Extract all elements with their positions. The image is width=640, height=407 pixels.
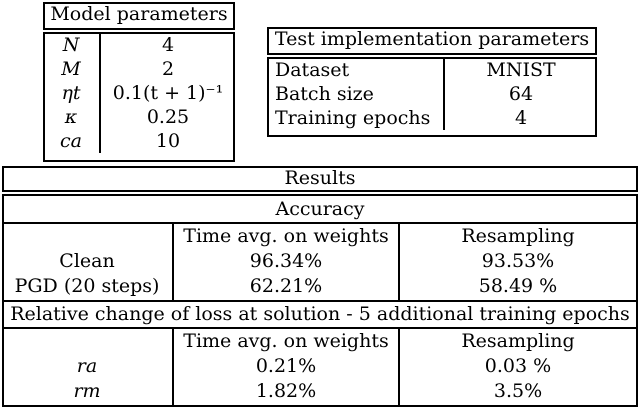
loss-row-label: rm <box>73 380 101 402</box>
test-param-value: MNIST <box>486 59 556 81</box>
param-value: 4 <box>161 34 175 56</box>
loss-col-header-resampling: Resampling <box>461 330 575 352</box>
test-param-value: 4 <box>514 107 528 129</box>
loss-col-header-time-avg: Time avg. on weights <box>183 330 389 352</box>
loss-title: Relative change of loss at solution - 5 … <box>10 303 630 325</box>
accuracy-cell: 62.21% <box>249 275 323 297</box>
param-value: 10 <box>155 130 181 152</box>
model-param-row: ηt 0.1(t + 1)⁻¹ <box>43 81 235 105</box>
accuracy-col-header-resampling: Resampling <box>461 225 575 247</box>
test-param-row: Batch size 64 <box>267 82 597 106</box>
param-symbol: M <box>43 57 101 81</box>
test-param-key: Training epochs <box>267 106 445 130</box>
accuracy-cell: 96.34% <box>249 250 323 272</box>
accuracy-cell: 58.49 % <box>478 275 558 297</box>
param-symbol: ηt <box>43 81 101 105</box>
test-param-key: Batch size <box>267 82 445 106</box>
results-title-box <box>2 166 638 192</box>
param-value: 2 <box>161 58 175 80</box>
divider <box>398 327 400 407</box>
param-symbol: ca <box>43 129 101 153</box>
model-param-row: N 4 <box>43 33 235 57</box>
loss-cell: 1.82% <box>255 380 317 402</box>
model-param-row: M 2 <box>43 57 235 81</box>
accuracy-title: Accuracy <box>275 198 365 220</box>
param-value: 0.1(t + 1)⁻¹ <box>112 82 224 104</box>
param-symbol: N <box>43 33 101 57</box>
divider <box>172 327 174 407</box>
accuracy-row-label: PGD (20 steps) <box>14 275 160 297</box>
test-params-title-box <box>267 27 597 55</box>
model-params-table: N 4 M 2 ηt 0.1(t + 1)⁻¹ κ 0.25 ca 10 <box>43 33 235 153</box>
loss-cell: 0.03 % <box>484 355 552 377</box>
test-param-row: Training epochs 4 <box>267 106 597 130</box>
model-param-row: ca 10 <box>43 129 235 153</box>
divider <box>2 327 638 329</box>
test-param-value: 64 <box>508 83 534 105</box>
model-params-title: Model parameters <box>50 3 228 25</box>
accuracy-row-label: Clean <box>59 250 115 272</box>
test-params-table: Dataset MNIST Batch size 64 Training epo… <box>267 58 597 130</box>
results-title: Results <box>284 167 356 189</box>
divider <box>398 222 400 300</box>
loss-cell: 0.21% <box>255 355 317 377</box>
divider <box>2 300 638 302</box>
param-symbol: κ <box>43 105 101 129</box>
divider <box>2 222 638 224</box>
accuracy-col-header-time-avg: Time avg. on weights <box>183 225 389 247</box>
accuracy-cell: 93.53% <box>481 250 555 272</box>
model-params-title-box <box>43 2 235 30</box>
divider <box>172 222 174 300</box>
param-value: 0.25 <box>146 106 190 128</box>
model-param-row: κ 0.25 <box>43 105 235 129</box>
test-param-key: Dataset <box>267 58 445 82</box>
loss-row-label: ra <box>76 355 98 377</box>
test-param-row: Dataset MNIST <box>267 58 597 82</box>
loss-cell: 3.5% <box>493 380 543 402</box>
test-params-title: Test implementation parameters <box>274 28 590 50</box>
